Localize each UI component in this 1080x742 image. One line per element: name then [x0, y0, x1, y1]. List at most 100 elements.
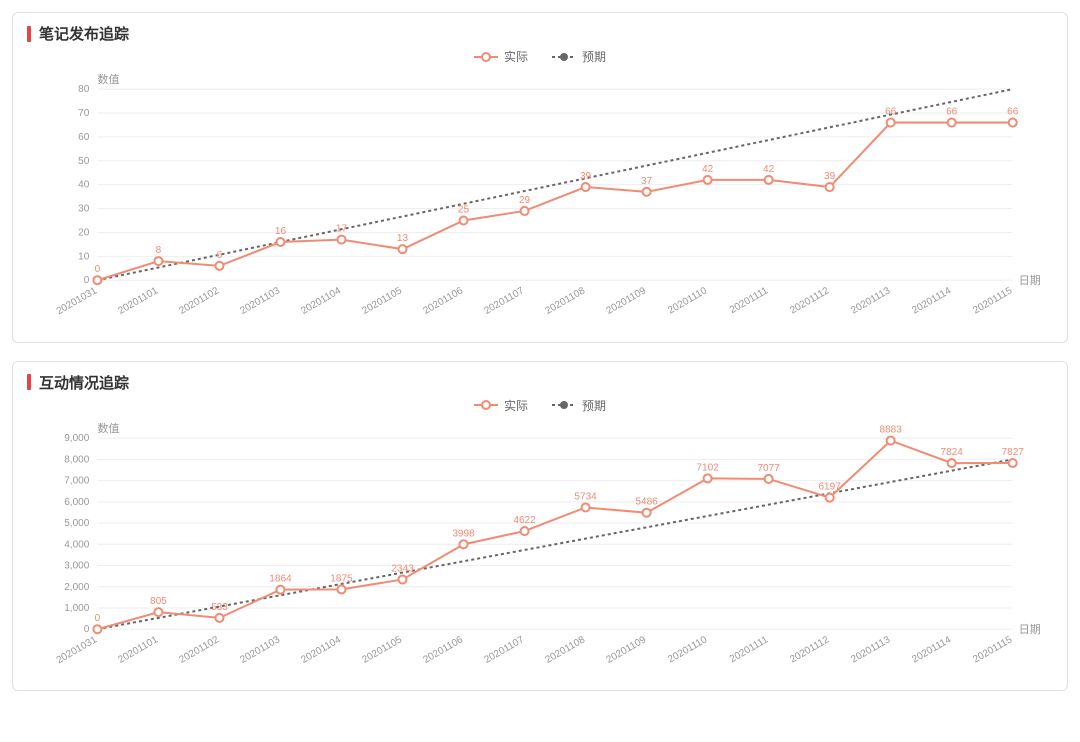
svg-text:42: 42 [702, 164, 714, 175]
svg-text:数值: 数值 [97, 422, 119, 435]
svg-text:80: 80 [78, 84, 90, 95]
chart1-legend: 实际 预期 [27, 48, 1053, 65]
svg-text:20201115: 20201115 [971, 285, 1014, 316]
svg-text:0: 0 [95, 264, 101, 275]
svg-text:20201104: 20201104 [299, 634, 343, 666]
svg-text:66: 66 [1007, 107, 1019, 118]
chart2-panel: 互动情况追踪 实际 预期 0 1,000 2,000 3,000 4,000 5,000 6… [12, 361, 1068, 692]
svg-text:6: 6 [217, 250, 223, 261]
svg-text:50: 50 [78, 156, 90, 167]
svg-text:7102: 7102 [696, 462, 719, 473]
svg-text:3,000: 3,000 [64, 560, 90, 571]
svg-text:66: 66 [885, 107, 897, 118]
svg-text:20201103: 20201103 [238, 285, 282, 317]
svg-text:25: 25 [458, 204, 470, 215]
svg-text:4622: 4622 [513, 515, 536, 526]
chart1-plot: 0102030405060708020201031202011012020110… [27, 69, 1053, 336]
svg-text:20201102: 20201102 [177, 285, 221, 317]
title-accent-bar [27, 26, 31, 42]
chart2-title: 互动情况追踪 [39, 372, 129, 393]
legend-expected: 预期 [552, 397, 606, 414]
svg-text:5734: 5734 [574, 491, 597, 502]
svg-text:13: 13 [397, 233, 409, 244]
circle-open-icon [474, 399, 498, 411]
svg-text:9,000: 9,000 [64, 433, 90, 444]
legend-actual: 实际 [474, 48, 528, 65]
legend-actual-label: 实际 [504, 397, 528, 414]
svg-text:8,000: 8,000 [64, 454, 90, 465]
svg-text:20201104: 20201104 [299, 285, 343, 317]
svg-text:4,000: 4,000 [64, 539, 90, 550]
svg-text:7077: 7077 [757, 462, 780, 473]
svg-text:20201105: 20201105 [360, 634, 404, 666]
chart1-panel: 笔记发布追踪 实际 预期 0 10 20 30 40 50 60 70 80 20201031 20… [12, 12, 1068, 343]
svg-text:20201107: 20201107 [482, 634, 526, 666]
chart2-title-row: 互动情况追踪 [27, 372, 1053, 393]
svg-text:0: 0 [95, 613, 101, 624]
svg-text:20201106: 20201106 [421, 634, 465, 666]
svg-text:20201109: 20201109 [605, 285, 649, 317]
svg-text:20201112: 20201112 [788, 285, 831, 316]
svg-text:20201102: 20201102 [177, 634, 221, 666]
svg-text:60: 60 [78, 132, 90, 143]
svg-text:533: 533 [211, 601, 228, 612]
svg-text:70: 70 [78, 108, 90, 119]
svg-text:7827: 7827 [1002, 446, 1025, 457]
svg-text:30: 30 [78, 204, 90, 215]
svg-text:1,000: 1,000 [64, 603, 90, 614]
svg-text:3998: 3998 [452, 528, 475, 539]
svg-text:6,000: 6,000 [64, 496, 90, 507]
svg-text:42: 42 [763, 164, 775, 175]
legend-expected-label: 预期 [582, 397, 606, 414]
svg-text:8: 8 [156, 245, 162, 256]
svg-text:66: 66 [946, 107, 958, 118]
svg-text:20201114: 20201114 [910, 634, 953, 665]
legend-actual: 实际 [474, 397, 528, 414]
svg-text:20201108: 20201108 [543, 285, 587, 317]
svg-text:20201110: 20201110 [666, 634, 709, 665]
svg-text:39: 39 [580, 171, 592, 182]
svg-text:37: 37 [641, 176, 653, 187]
svg-text:日期: 日期 [1019, 274, 1041, 287]
svg-text:20201109: 20201109 [605, 634, 649, 666]
circle-filled-icon [552, 51, 576, 63]
legend-actual-label: 实际 [504, 48, 528, 65]
svg-text:20201103: 20201103 [238, 634, 282, 666]
svg-text:20201031: 20201031 [55, 634, 100, 666]
circle-open-icon [474, 51, 498, 63]
title-accent-bar [27, 374, 31, 390]
svg-text:20201105: 20201105 [360, 285, 404, 317]
svg-text:1875: 1875 [330, 573, 353, 584]
svg-text:10: 10 [78, 251, 90, 262]
chart1-title: 笔记发布追踪 [39, 23, 129, 44]
legend-expected-label: 预期 [582, 48, 606, 65]
circle-filled-icon [552, 399, 576, 411]
svg-text:2343: 2343 [391, 563, 414, 574]
svg-text:805: 805 [150, 596, 167, 607]
svg-text:20201108: 20201108 [543, 634, 587, 666]
chart1-title-row: 笔记发布追踪 [27, 23, 1053, 44]
chart2-plot: 0 1,000 2,000 3,000 4,000 5,000 6,000 7,000 8,00… [27, 418, 1053, 685]
svg-text:6197: 6197 [818, 481, 841, 492]
svg-text:8883: 8883 [879, 424, 902, 435]
svg-text:5486: 5486 [635, 496, 658, 507]
svg-text:1864: 1864 [269, 573, 292, 584]
svg-text:17: 17 [336, 224, 348, 235]
svg-text:16: 16 [275, 226, 287, 237]
svg-text:20: 20 [78, 227, 90, 238]
svg-text:20201112: 20201112 [788, 634, 831, 665]
svg-text:20201031: 20201031 [55, 285, 100, 317]
svg-text:5,000: 5,000 [64, 518, 90, 529]
svg-text:40: 40 [78, 180, 90, 191]
svg-text:0: 0 [84, 624, 90, 635]
svg-text:20201113: 20201113 [849, 634, 892, 665]
svg-text:7,000: 7,000 [64, 475, 90, 486]
svg-text:20201111: 20201111 [728, 634, 771, 665]
svg-text:数值: 数值 [97, 73, 119, 86]
svg-text:39: 39 [824, 171, 836, 182]
svg-text:20201110: 20201110 [666, 285, 709, 316]
svg-text:日期: 日期 [1019, 623, 1041, 636]
svg-text:2,000: 2,000 [64, 581, 90, 592]
svg-text:20201115: 20201115 [971, 634, 1014, 665]
svg-text:20201101: 20201101 [116, 634, 160, 666]
